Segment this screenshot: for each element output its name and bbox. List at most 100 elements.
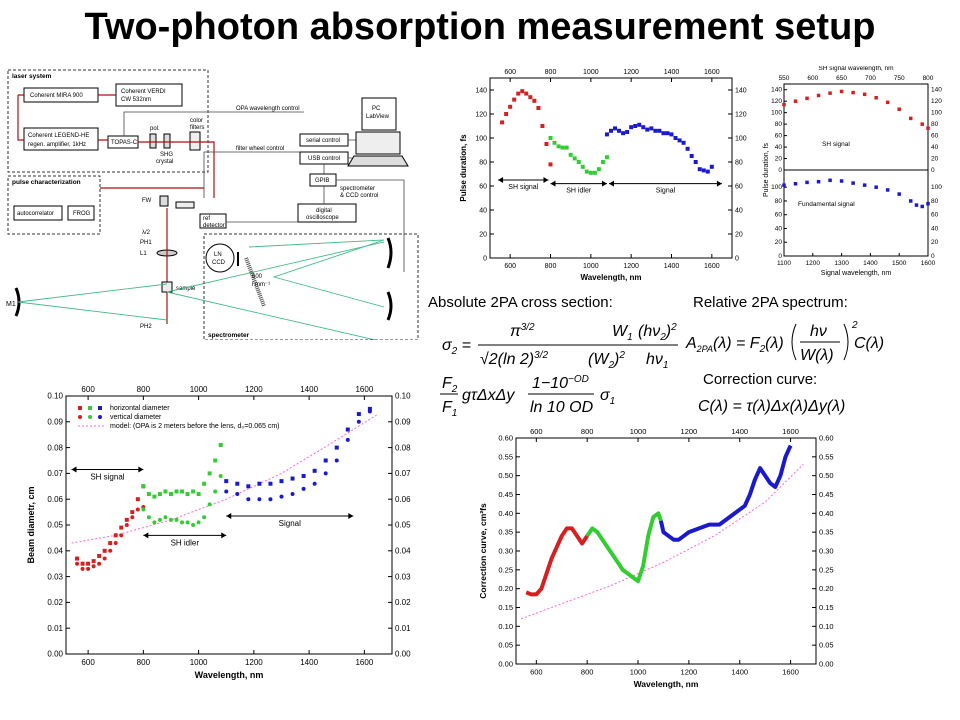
y-tick-label-right: 60 <box>931 133 939 140</box>
y-tick-label-right: 100 <box>735 135 747 142</box>
y-tick-label-right: 0.30 <box>819 547 834 556</box>
y-tick-label: 0.50 <box>498 471 513 480</box>
top-tick-label: 800 <box>581 427 594 436</box>
top-tick-label: 650 <box>836 75 847 82</box>
data-point <box>874 185 878 189</box>
y-tick-label: 0.55 <box>498 452 513 461</box>
data-point <box>908 199 913 203</box>
data-point <box>196 492 201 497</box>
y-tick-label: 0.04 <box>47 546 63 555</box>
x-tick-label: 1600 <box>355 658 373 667</box>
data-point <box>113 533 118 538</box>
top-tick-label: 600 <box>807 75 818 82</box>
rel-spectrum-equation: A2PA(λ) = F2(λ) hν W(λ) 2 C(λ) <box>685 320 884 364</box>
osc-label-1: digital <box>316 208 332 214</box>
data-point <box>500 120 505 125</box>
svg-text:A2PA(λ) = F2(λ): A2PA(λ) = F2(λ) <box>685 335 784 355</box>
top-tick-label: 1200 <box>623 69 639 76</box>
series-line-blue <box>658 444 793 542</box>
x-tick-label: 1600 <box>921 260 936 267</box>
x-tick-label: 1600 <box>704 263 720 270</box>
y-tick-label: 0.08 <box>47 443 63 452</box>
ref-detector-box <box>199 213 227 229</box>
y-tick-label: 0 <box>778 167 782 174</box>
data-point <box>625 130 630 134</box>
data-point <box>279 479 284 484</box>
y-tick-label-right: 0.10 <box>819 622 834 631</box>
lower-plot-frame <box>783 169 929 257</box>
data-point <box>102 548 107 553</box>
y-tick-label-right: 0.03 <box>395 572 411 581</box>
x-tick-label: 1400 <box>664 263 680 270</box>
correction-equation: C(λ) = τ(λ)Δx(λ)Δy(λ) <box>698 398 845 415</box>
data-point <box>345 427 350 432</box>
y-tick-label: 0.00 <box>498 660 513 669</box>
x-tick-label: 1200 <box>806 260 821 267</box>
frog-label: FROG <box>73 211 91 217</box>
top-tick-label: 800 <box>923 75 934 82</box>
svg-text:W1: W1 <box>612 323 633 343</box>
data-point <box>301 486 306 491</box>
data-point <box>862 92 867 97</box>
data-point <box>124 517 129 522</box>
y-axis-label: Pulse duration, fs <box>459 134 468 202</box>
data-point <box>617 128 622 133</box>
shg-label-2: crystal <box>156 159 173 165</box>
sample-label: sample <box>176 286 196 292</box>
correction-label: Correction curve: <box>703 371 818 388</box>
spec-ctrl-label-2: & CCD control <box>340 193 378 199</box>
top-tick-label: 1600 <box>355 385 373 394</box>
data-point <box>185 520 190 525</box>
x-tick-label: 1500 <box>892 260 907 267</box>
y-tick-label: 40 <box>775 144 783 151</box>
page-title: Two-photon absorption measurement setup <box>84 6 876 48</box>
y-tick-label-right: 0.05 <box>395 521 411 530</box>
data-point <box>512 97 517 102</box>
y-tick-label: 60 <box>775 212 783 219</box>
grating-label-1: 600 <box>252 274 263 280</box>
y-tick-label: 100 <box>771 110 782 117</box>
y-tick-label: 0.40 <box>498 509 513 518</box>
y-tick-label: 0.03 <box>47 572 63 581</box>
y-tick-label: 0.10 <box>498 622 513 631</box>
top-tick-label: 600 <box>81 385 95 394</box>
ccd-icon <box>205 243 235 273</box>
svg-text:C(λ) = τ(λ)Δx(λ)Δy(λ): C(λ) = τ(λ)Δx(λ)Δy(λ) <box>698 398 845 415</box>
y-tick-label-right: 80 <box>735 159 743 166</box>
data-point <box>207 502 212 507</box>
y-tick-label: 100 <box>475 135 487 142</box>
top-tick-label: 750 <box>894 75 905 82</box>
verdi-label-1: Coherent VERDI <box>121 89 166 95</box>
top-x-axis-label: SH signal wavelength, nm <box>818 66 893 72</box>
y-tick-label-right: 0.04 <box>395 546 411 555</box>
series-line-red <box>525 526 589 597</box>
series-line-green <box>585 511 663 584</box>
y-tick-label: 0.06 <box>47 495 63 504</box>
data-point <box>119 533 124 538</box>
legend-swatch <box>88 415 92 419</box>
legend-label-2: regen. amplifier, 1kHz <box>28 142 86 148</box>
y-tick-label-right: 60 <box>931 212 939 219</box>
x-tick-label: 1000 <box>630 668 647 677</box>
data-point <box>108 548 113 553</box>
color-filters-icon <box>189 131 201 151</box>
top-tick-label: 800 <box>137 385 151 394</box>
data-point <box>621 131 626 136</box>
data-point <box>191 489 196 494</box>
data-point <box>665 131 670 136</box>
data-point <box>356 412 361 417</box>
x-tick-label: 800 <box>137 658 151 667</box>
x-axis-label: Wavelength, nm <box>634 679 699 689</box>
fw-label: FW <box>142 198 152 204</box>
color-filters-label-1: color <box>190 118 203 124</box>
x-tick-label: 600 <box>504 263 516 270</box>
data-point <box>839 89 844 94</box>
color-filters-label-2: filters <box>190 125 204 131</box>
data-point <box>141 484 146 489</box>
y-tick-label-right: 80 <box>931 198 939 205</box>
data-point <box>135 507 140 512</box>
y-tick-label-right: 60 <box>735 183 743 190</box>
y-tick-label: 80 <box>479 159 487 166</box>
data-point <box>191 523 196 527</box>
